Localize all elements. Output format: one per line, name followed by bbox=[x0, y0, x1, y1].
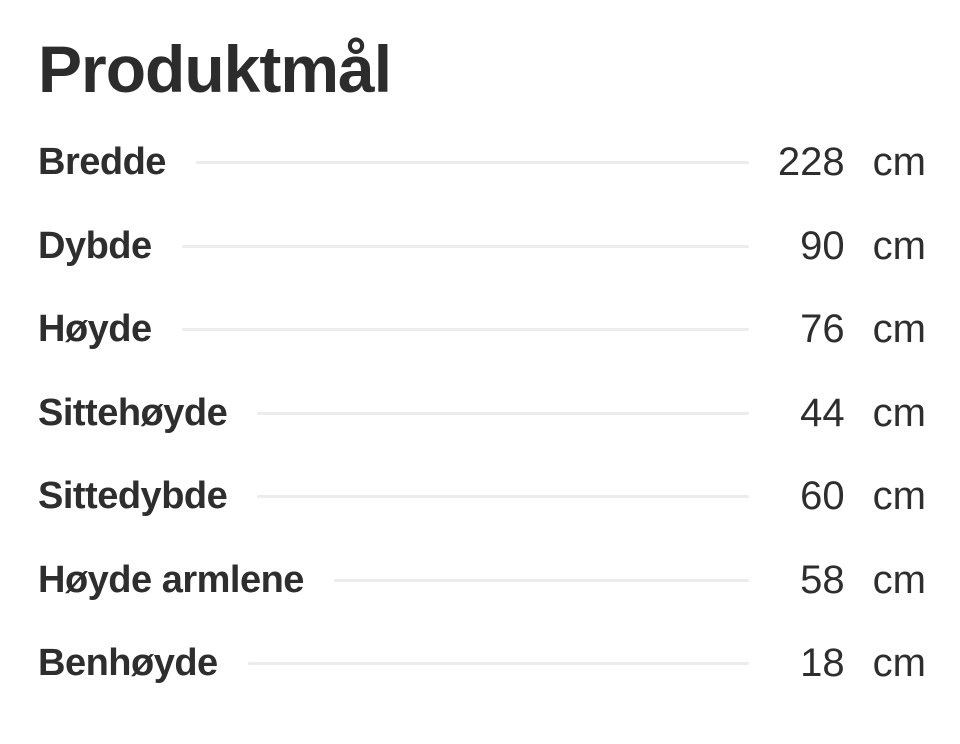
dimension-unit: cm bbox=[872, 223, 926, 268]
dimension-row: Benhøyde 18 cm bbox=[38, 622, 926, 706]
dimension-unit: cm bbox=[872, 557, 926, 602]
leader-line bbox=[257, 411, 749, 415]
dimension-unit: cm bbox=[872, 390, 926, 435]
dimension-unit: cm bbox=[872, 474, 926, 519]
dimension-label: Høyde armlene bbox=[38, 558, 304, 601]
dimension-row: Sittedybde 60 cm bbox=[38, 455, 926, 539]
leader-line bbox=[333, 578, 749, 582]
dimension-label: Sittehøyde bbox=[38, 391, 228, 434]
leader-line bbox=[257, 495, 749, 499]
dimension-value: 60 bbox=[800, 474, 845, 519]
dimension-value: 90 bbox=[800, 223, 845, 268]
dimension-label: Sittedybde bbox=[38, 475, 228, 518]
dimension-row: Bredde 228 cm bbox=[38, 121, 926, 205]
dimension-unit: cm bbox=[872, 307, 926, 352]
dimension-unit: cm bbox=[872, 140, 926, 185]
leader-line bbox=[181, 244, 749, 248]
leader-line bbox=[195, 161, 749, 165]
leader-line bbox=[247, 662, 749, 666]
dimension-row: Høyde armlene 58 cm bbox=[38, 539, 926, 623]
page-title: Produktmål bbox=[38, 32, 392, 106]
dimension-label: Dybde bbox=[38, 224, 152, 267]
dimension-value: 228 bbox=[777, 140, 845, 185]
dimension-value: 44 bbox=[800, 390, 845, 435]
dimension-value: 58 bbox=[800, 557, 845, 602]
dimension-value: 76 bbox=[800, 307, 845, 352]
dimensions-list: Bredde 228 cm Dybde 90 cm Høyde 76 cm Si… bbox=[38, 121, 926, 706]
dimension-row: Sittehøyde 44 cm bbox=[38, 372, 926, 456]
leader-line bbox=[181, 328, 749, 332]
dimension-row: Høyde 76 cm bbox=[38, 288, 926, 372]
dimension-row: Dybde 90 cm bbox=[38, 205, 926, 289]
dimension-label: Benhøyde bbox=[38, 642, 218, 685]
dimension-unit: cm bbox=[872, 641, 926, 686]
dimension-label: Høyde bbox=[38, 308, 152, 351]
dimension-value: 18 bbox=[800, 641, 845, 686]
dimension-label: Bredde bbox=[38, 141, 166, 184]
